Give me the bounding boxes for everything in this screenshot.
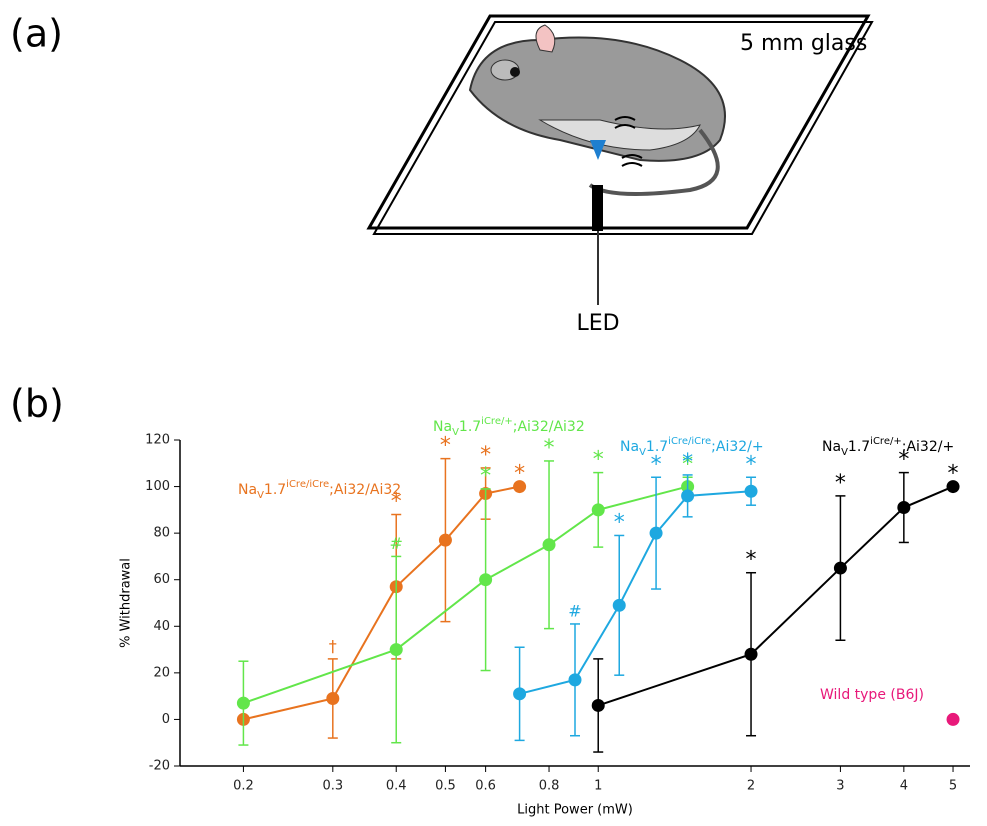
data-point	[649, 526, 663, 540]
series-line	[597, 485, 954, 707]
data-point	[591, 698, 605, 712]
series-label-part: 1.7	[459, 419, 481, 435]
series-label-part: iCre/iCre	[668, 436, 711, 447]
significance-mark: *	[544, 436, 555, 461]
led	[592, 185, 603, 231]
significance-mark: *	[391, 490, 402, 515]
panel-label: (a)	[10, 12, 63, 56]
data-point	[946, 712, 960, 726]
series-label-part: ;Ai32/+	[711, 439, 763, 455]
data-point	[744, 647, 758, 661]
y-tick-label: 100	[145, 479, 170, 494]
x-tick-label: 5	[949, 779, 957, 794]
data-point	[479, 573, 493, 587]
x-tick-label: 0.6	[475, 779, 496, 794]
x-tick-label: 2	[747, 779, 755, 794]
data-point	[542, 538, 556, 552]
significance-mark: #	[568, 601, 581, 620]
series-line	[243, 485, 520, 721]
significance-mark: *	[593, 448, 604, 473]
significance-mark: *	[948, 462, 959, 487]
x-tick-label: 0.4	[386, 779, 407, 794]
series-label: Wild type (B6J)	[820, 687, 924, 703]
series-label-part: Na	[822, 439, 841, 455]
data-point	[236, 696, 250, 710]
significance-mark: *	[682, 452, 693, 477]
series-label-part: iCre/iCre	[286, 479, 329, 490]
significance-mark: †	[329, 636, 337, 655]
data-point	[744, 484, 758, 498]
panel-label: (b)	[10, 382, 64, 426]
x-tick-label: 0.2	[233, 779, 254, 794]
series-label-part: Na	[238, 482, 257, 498]
series-label-part: 1.7	[264, 482, 286, 498]
data-point	[513, 480, 527, 494]
series-label-part: ;Ai32/+	[902, 439, 954, 455]
series-label-part: iCre/+	[870, 436, 902, 447]
data-point	[513, 687, 527, 701]
y-axis-label: % Withdrawal	[119, 558, 134, 648]
series-label: NaV1.7iCre/iCre;Ai32/+	[620, 436, 764, 458]
series-label: NaV1.7iCre/+;Ai32/+	[822, 436, 954, 458]
x-tick-label: 3	[836, 779, 844, 794]
significance-mark: #	[390, 534, 403, 553]
series-label-part: 1.7	[646, 439, 668, 455]
significance-mark: *	[614, 510, 625, 535]
data-point	[897, 501, 911, 515]
y-tick-label: 40	[153, 619, 170, 634]
data-point	[389, 643, 403, 657]
mouse-illustration	[468, 24, 726, 196]
y-tick-label: 0	[162, 712, 170, 727]
significance-mark: *	[440, 434, 451, 459]
glass-label: 5 mm glass	[740, 31, 867, 56]
y-tick-label: 20	[153, 665, 170, 680]
glass-plate	[366, 14, 874, 235]
x-tick-label: 0.8	[539, 779, 560, 794]
significance-mark: *	[480, 443, 491, 468]
data-point	[833, 561, 847, 575]
significance-mark: *	[480, 464, 491, 489]
series-label-part: 1.7	[848, 439, 870, 455]
series-label-part: V	[639, 447, 646, 458]
data-point	[438, 533, 452, 547]
data-point	[326, 691, 340, 705]
series-label-part: V	[452, 427, 459, 438]
y-tick-label: 120	[145, 433, 170, 448]
significance-mark: *	[682, 450, 693, 475]
data-point	[946, 480, 960, 494]
y-tick-label: 80	[153, 526, 170, 541]
y-tick-label: -20	[149, 759, 170, 774]
led-label: LED	[576, 311, 619, 336]
series-label-part: ;Ai32/Ai32	[513, 419, 585, 435]
series-line	[519, 490, 752, 695]
series-label-part: Na	[433, 419, 452, 435]
significance-mark: *	[746, 452, 757, 477]
series-label-part: iCre/+	[481, 416, 513, 427]
significance-mark: *	[898, 448, 909, 473]
significance-mark: *	[835, 471, 846, 496]
data-point	[568, 673, 582, 687]
series-label-part: Na	[620, 439, 639, 455]
series-label: NaV1.7iCre/iCre;Ai32/Ai32	[238, 479, 401, 501]
series-label: NaV1.7iCre/+;Ai32/Ai32	[433, 416, 585, 438]
significance-mark: *	[514, 462, 525, 487]
x-tick-label: 0.3	[322, 779, 343, 794]
y-tick-label: 60	[153, 572, 170, 587]
significance-mark: *	[651, 452, 662, 477]
series-label-part: V	[841, 447, 848, 458]
x-tick-label: 4	[900, 779, 908, 794]
series-line	[243, 485, 688, 705]
x-tick-label: 0.5	[435, 779, 456, 794]
significance-mark: *	[746, 548, 757, 573]
x-axis-label: Light Power (mW)	[517, 803, 633, 818]
data-point	[681, 489, 695, 503]
series-label-part: V	[257, 490, 264, 501]
data-point	[612, 598, 626, 612]
data-point	[591, 503, 605, 517]
series-label-part: ;Ai32/Ai32	[329, 482, 401, 498]
x-tick-label: 1	[594, 779, 602, 794]
